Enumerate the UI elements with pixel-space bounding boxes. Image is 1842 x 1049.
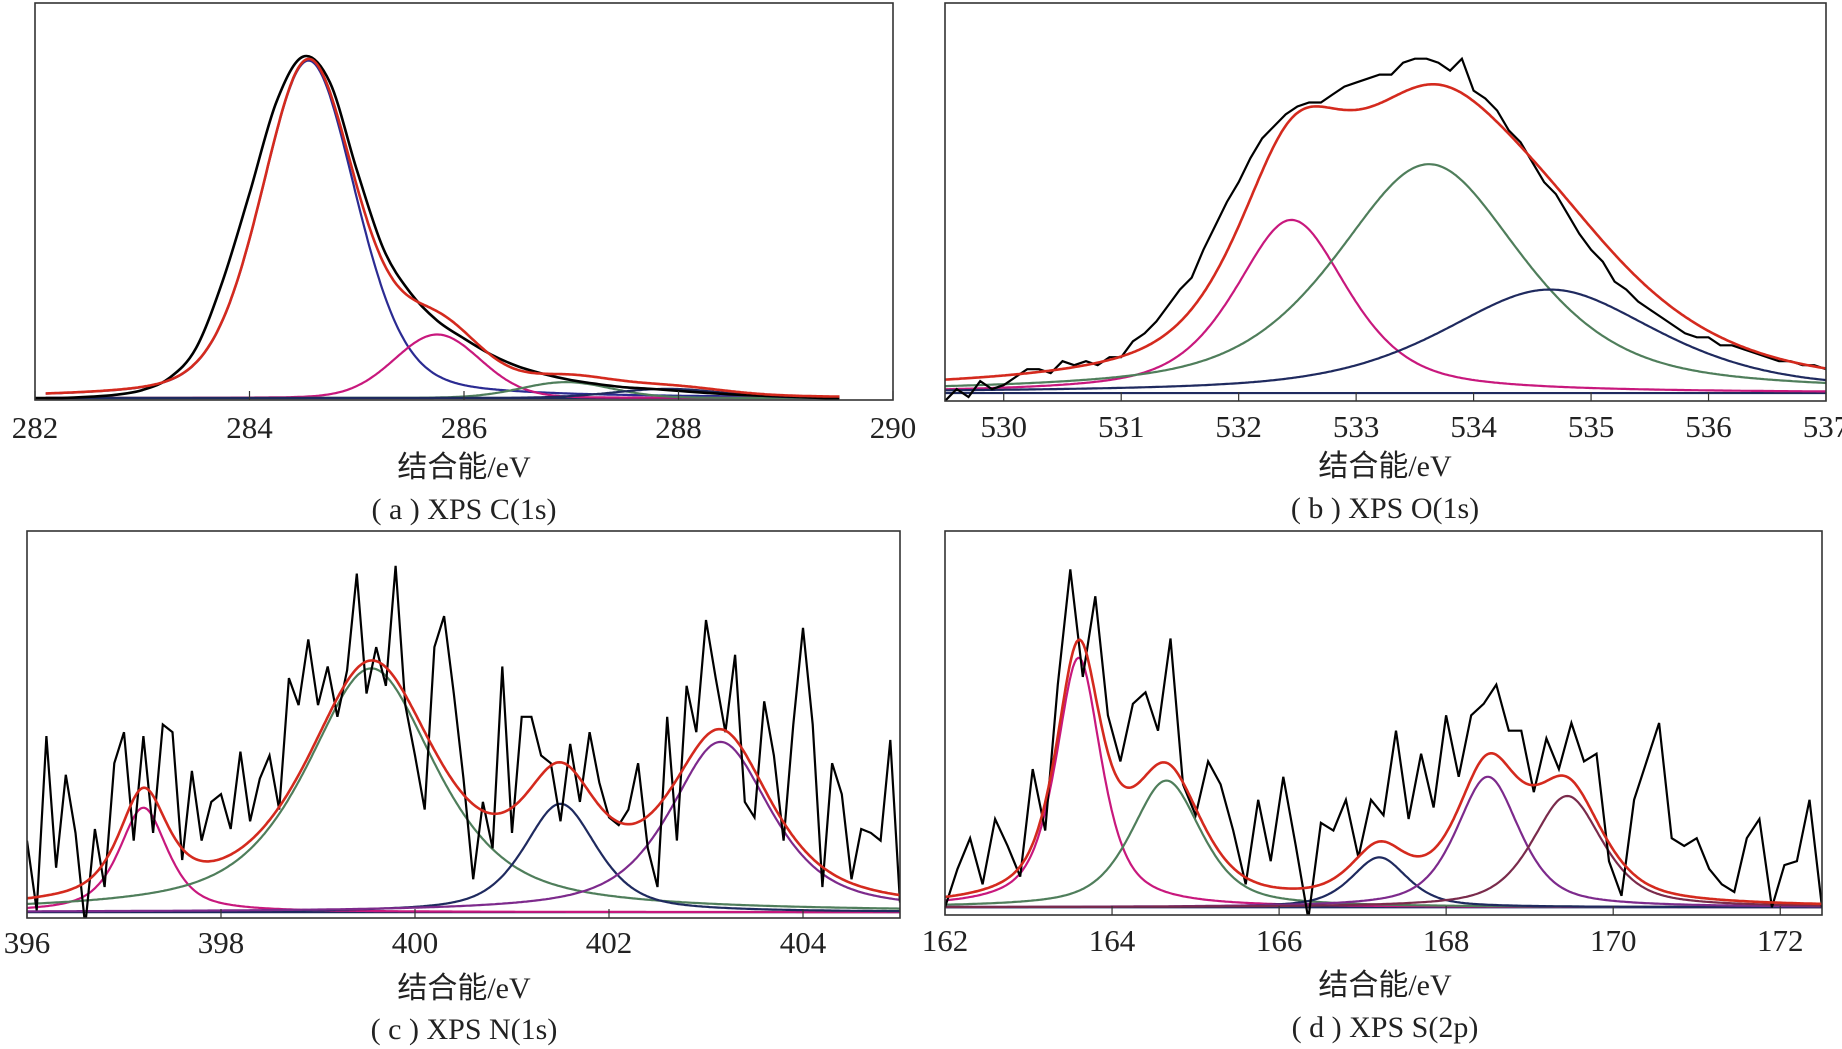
x-tick-label: 533 (1333, 409, 1380, 444)
fit-component-1 (945, 218, 1826, 393)
x-tick-label: 162 (922, 923, 969, 958)
fit-envelope (945, 83, 1826, 381)
plot-frame (34, 2, 894, 401)
x-tick-label: 400 (392, 925, 439, 960)
x-tick-label: 290 (870, 410, 917, 445)
fit-component-2 (945, 163, 1826, 388)
plot-frame (944, 530, 1823, 916)
x-tick-label: 537 (1803, 409, 1842, 444)
x-tick-label: 534 (1450, 409, 1497, 444)
panel-d-s2p: 结合能/eV ( d ) XPS S(2p) 162 164 166 168 170 17… (922, 530, 1823, 1044)
fit-component-3 (27, 802, 900, 913)
x-tick-label: 404 (780, 925, 827, 960)
x-tick-label: 170 (1590, 923, 1637, 958)
panel-caption: ( d ) XPS S(2p) (1292, 1011, 1479, 1044)
experimental-spectrum (35, 54, 840, 400)
experimental-spectrum (945, 569, 1822, 915)
plot-area (27, 565, 900, 918)
x-tick-label: 532 (1215, 409, 1262, 444)
plot-area (35, 54, 840, 400)
experimental-spectrum (945, 56, 1826, 401)
fit-envelope (27, 659, 900, 900)
fit-envelope (945, 638, 1822, 906)
fit-component-2 (45, 333, 840, 399)
plot-area (945, 569, 1822, 915)
panel-b-o1s: 结合能/eV ( b ) XPS O(1s) 530 531 532 533 534 53… (944, 2, 1842, 525)
x-tick-label: 398 (198, 925, 245, 960)
x-tick-label: 282 (12, 410, 59, 445)
panel-caption: ( b ) XPS O(1s) (1291, 492, 1479, 525)
x-tick-label: 286 (441, 410, 488, 445)
x-tick-label: 531 (1098, 409, 1145, 444)
x-axis-label: 结合能/eV (1318, 969, 1452, 1002)
panel-caption: ( c ) XPS N(1s) (371, 1013, 558, 1046)
panel-c-n1s: 结合能/eV ( c ) XPS N(1s) 396 398 400 402 404 (4, 530, 901, 1046)
x-axis-label: 结合能/eV (1318, 450, 1452, 483)
fit-envelope (45, 57, 840, 398)
fit-component-3 (945, 288, 1826, 392)
x-tick-label: 284 (226, 410, 273, 445)
fit-component-5 (945, 794, 1822, 909)
x-tick-label: 535 (1568, 409, 1615, 444)
fit-component-1 (45, 59, 840, 398)
panel-a-c1s: 结合能/eV ( a ) XPS C(1s) 282 284 286 288 290 (12, 2, 917, 526)
plot-frame (944, 2, 1827, 402)
fit-component-2 (945, 779, 1822, 909)
experimental-spectrum (27, 565, 900, 918)
x-tick-label: 168 (1423, 923, 1470, 958)
plot-area (945, 56, 1826, 401)
fit-component-4 (27, 740, 900, 913)
x-tick-label: 164 (1089, 923, 1136, 958)
fit-component-1 (27, 806, 900, 914)
x-tick-label: 396 (4, 925, 51, 960)
x-tick-label: 288 (655, 410, 702, 445)
x-tick-label: 536 (1685, 409, 1732, 444)
x-axis-label: 结合能/eV (397, 451, 531, 484)
x-tick-label: 172 (1757, 923, 1804, 958)
fit-component-4 (45, 387, 840, 400)
x-tick-label: 402 (586, 925, 633, 960)
fit-component-1 (945, 656, 1822, 909)
x-tick-label: 166 (1256, 923, 1303, 958)
x-axis-label: 结合能/eV (397, 972, 531, 1005)
x-tick-label: 530 (980, 409, 1027, 444)
fit-component-2 (27, 667, 900, 910)
plot-frame (26, 530, 901, 919)
panel-caption: ( a ) XPS C(1s) (372, 493, 557, 526)
